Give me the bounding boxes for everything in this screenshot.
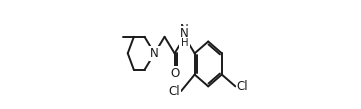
Text: Cl: Cl [236, 80, 248, 93]
Text: Cl: Cl [168, 85, 180, 98]
Text: N: N [180, 27, 189, 40]
Text: N
H: N H [180, 23, 189, 51]
Text: O: O [170, 67, 179, 80]
Text: N: N [150, 47, 159, 60]
Text: H: H [181, 38, 188, 48]
